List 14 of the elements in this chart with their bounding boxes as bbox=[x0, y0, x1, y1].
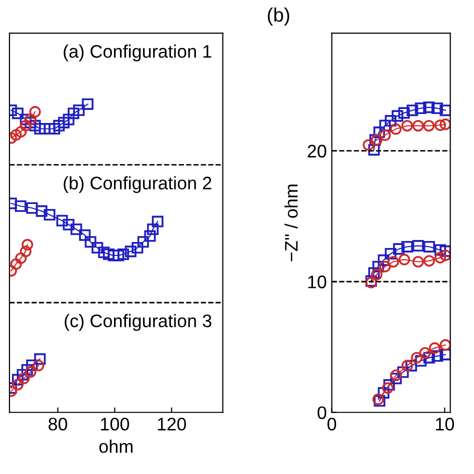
y-tick-label: 10 bbox=[308, 276, 326, 288]
x-tick-label: 100 bbox=[101, 418, 130, 431]
x-tick-label: 0 bbox=[327, 418, 336, 431]
x-tick-label: 120 bbox=[158, 418, 186, 431]
x-tick-label: 80 bbox=[48, 418, 68, 431]
annotation: (c) Configuration 3 bbox=[64, 314, 212, 331]
text: (a) Configuration 1 bbox=[64, 44, 212, 62]
text: (b) bbox=[268, 7, 290, 26]
y-tick-label: 0 bbox=[318, 406, 326, 420]
y-axis-title: −Z'' / ohm bbox=[284, 184, 298, 262]
x-tick-label: 10 bbox=[436, 418, 454, 431]
x-axis-title: ohm bbox=[99, 440, 132, 453]
y-tick-label: 20 bbox=[308, 144, 326, 158]
annotation: (b) Configuration 2 bbox=[64, 176, 212, 194]
